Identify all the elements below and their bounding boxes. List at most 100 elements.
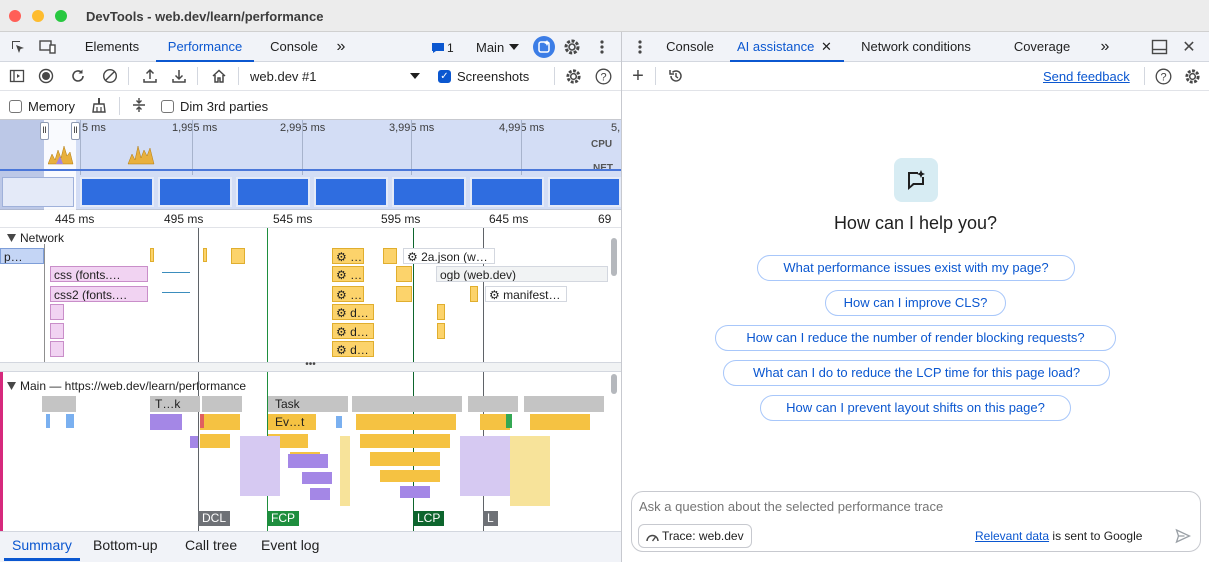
overview-right-handle[interactable]: ll xyxy=(71,122,80,140)
ai-settings-gear-icon[interactable] xyxy=(1184,68,1201,85)
network-track[interactable]: Network p… css (fonts.… css2 (fonts.… ⚙ … xyxy=(0,228,621,362)
fcp-marker[interactable]: FCP xyxy=(267,511,299,526)
network-scrollbar[interactable] xyxy=(611,238,617,276)
send-feedback-link[interactable]: Send feedback xyxy=(1043,69,1130,84)
network-request-bar[interactable]: ⚙ manifest… xyxy=(485,286,567,302)
suggestion-chip[interactable]: How can I prevent layout shifts on this … xyxy=(760,395,1071,421)
recording-select[interactable]: web.dev #1 xyxy=(250,68,420,84)
tab-summary[interactable]: Summary xyxy=(4,532,80,561)
tab-network-conditions[interactable]: Network conditions xyxy=(861,39,971,54)
tab-drawer-console[interactable]: Console xyxy=(666,39,714,54)
tab-call-tree[interactable]: Call tree xyxy=(185,537,238,553)
relevant-data-link[interactable]: Relevant data xyxy=(975,529,1050,543)
minimize-window-button[interactable] xyxy=(32,10,44,22)
download-icon[interactable] xyxy=(171,68,187,84)
tab-ai-assistance[interactable]: AI assistance ✕ xyxy=(730,32,844,62)
task-bar[interactable]: Task xyxy=(275,397,300,411)
inspect-element-icon[interactable] xyxy=(10,39,26,55)
memory-checkbox[interactable]: Memory xyxy=(9,98,75,114)
tab-coverage[interactable]: Coverage xyxy=(1013,39,1071,54)
new-chat-plus-icon[interactable]: + xyxy=(632,65,644,87)
record-icon[interactable] xyxy=(38,68,54,84)
suggestion-chip[interactable]: What performance issues exist with my pa… xyxy=(757,255,1075,281)
history-icon[interactable] xyxy=(668,68,684,84)
ai-toolbar: + Send feedback ? xyxy=(622,62,1209,91)
main-thread-track[interactable]: Main — https://web.dev/learn/performance… xyxy=(0,372,621,531)
checkbox-unchecked-icon xyxy=(161,99,174,113)
window-title: DevTools - web.dev/learn/performance xyxy=(86,9,324,24)
network-track-header[interactable]: Network xyxy=(7,231,64,245)
task-bar[interactable]: T…k xyxy=(155,397,181,411)
cpu-activity-chart xyxy=(48,145,155,165)
suggestion-chip[interactable]: How can I improve CLS? xyxy=(825,290,1006,316)
overview-left-handle[interactable]: ll xyxy=(40,122,49,140)
svg-text:?: ? xyxy=(1160,72,1166,84)
garbage-collect-broom-icon[interactable] xyxy=(91,97,107,113)
main-track-header[interactable]: Main — https://web.dev/learn/performance xyxy=(7,379,246,393)
ai-input-box[interactable]: Ask a question about the selected perfor… xyxy=(631,491,1201,552)
issues-counter[interactable]: 1 xyxy=(431,40,454,56)
network-request-bar[interactable]: ⚙ … xyxy=(332,286,364,302)
drawer-menu-icon[interactable] xyxy=(636,39,644,55)
details-tab-bar: Summary Bottom-up Call tree Event log xyxy=(0,531,621,562)
network-request-bar[interactable]: css (fonts.… xyxy=(50,266,148,282)
collapse-tracks-icon[interactable] xyxy=(131,97,147,113)
ai-prompt-input[interactable]: Ask a question about the selected perfor… xyxy=(639,499,944,514)
tab-event-log[interactable]: Event log xyxy=(261,537,320,553)
load-marker[interactable]: L xyxy=(483,511,498,526)
lcp-marker[interactable]: LCP xyxy=(413,511,445,526)
tab-elements[interactable]: Elements xyxy=(84,39,140,54)
home-icon[interactable] xyxy=(211,68,227,84)
network-request-bar[interactable]: ⚙ … xyxy=(332,248,364,264)
close-window-button[interactable] xyxy=(9,10,21,22)
device-toolbar-icon[interactable] xyxy=(38,39,56,55)
network-request-bar[interactable]: ⚙ 2a.json (w… xyxy=(403,248,495,264)
track-resizer[interactable]: ••• xyxy=(0,360,621,372)
help-icon[interactable]: ? xyxy=(595,68,612,85)
thread-select[interactable]: Main xyxy=(476,39,520,55)
ai-assistance-icon[interactable] xyxy=(533,36,555,58)
tab-console[interactable]: Console xyxy=(270,39,318,54)
network-request-bar[interactable]: p… xyxy=(0,248,44,264)
network-request-bar[interactable]: ogb (web.dev) xyxy=(436,266,608,282)
more-drawer-tabs-button[interactable]: » xyxy=(1100,38,1110,55)
screenshots-checkbox[interactable]: ✓ Screenshots xyxy=(438,68,529,84)
dock-panel-icon[interactable] xyxy=(1151,39,1168,55)
checkbox-unchecked-icon xyxy=(9,99,22,113)
settings-gear-icon[interactable] xyxy=(563,38,581,56)
event-bar[interactable]: Ev…t xyxy=(270,414,316,430)
collapse-triangle-icon xyxy=(7,234,16,242)
dcl-marker[interactable]: DCL xyxy=(198,511,231,526)
screenshot-strip xyxy=(0,177,621,207)
tab-performance[interactable]: Performance xyxy=(156,32,254,62)
close-drawer-icon[interactable]: ✕ xyxy=(1182,39,1196,56)
network-request-bar[interactable]: ⚙ d… xyxy=(332,304,374,320)
clear-icon[interactable] xyxy=(102,68,118,84)
toggle-sidebar-icon[interactable] xyxy=(9,68,25,84)
suggestion-chip[interactable]: What can I do to reduce the LCP time for… xyxy=(723,360,1110,386)
main-scrollbar[interactable] xyxy=(611,374,617,394)
trace-context-chip[interactable]: Trace: web.dev xyxy=(638,524,752,548)
capture-settings-gear-icon[interactable] xyxy=(565,68,582,85)
ai-help-icon[interactable]: ? xyxy=(1155,68,1172,85)
close-tab-icon[interactable]: ✕ xyxy=(820,39,832,54)
zoom-window-button[interactable] xyxy=(55,10,67,22)
net-label: NET xyxy=(593,163,613,174)
send-icon[interactable] xyxy=(1175,528,1191,544)
tab-bottom-up[interactable]: Bottom-up xyxy=(93,537,158,553)
dim-3rd-parties-checkbox[interactable]: Dim 3rd parties xyxy=(161,98,268,114)
upload-icon[interactable] xyxy=(142,68,158,84)
reload-record-icon[interactable] xyxy=(70,68,86,84)
more-options-icon[interactable] xyxy=(597,39,607,55)
network-request-bar[interactable]: css2 (fonts.… xyxy=(50,286,148,302)
suggestion-chip[interactable]: How can I reduce the number of render bl… xyxy=(715,325,1116,351)
panel-divider[interactable] xyxy=(621,32,622,562)
network-request-bar[interactable]: ⚙ d… xyxy=(332,323,374,339)
timeline-ruler: 445 ms 495 ms 545 ms 595 ms 645 ms 69 xyxy=(0,210,621,228)
network-request-bar[interactable]: ⚙ d… xyxy=(332,341,374,357)
data-disclaimer: Relevant data is sent to Google xyxy=(975,529,1143,543)
flame-chart[interactable] xyxy=(40,396,620,531)
network-request-bar[interactable]: ⚙ … xyxy=(332,266,364,282)
timeline-overview[interactable]: ll ll 5 ms 1,995 ms 2,995 ms 3,995 ms 4,… xyxy=(0,120,621,210)
more-tabs-button[interactable]: » xyxy=(336,38,346,55)
